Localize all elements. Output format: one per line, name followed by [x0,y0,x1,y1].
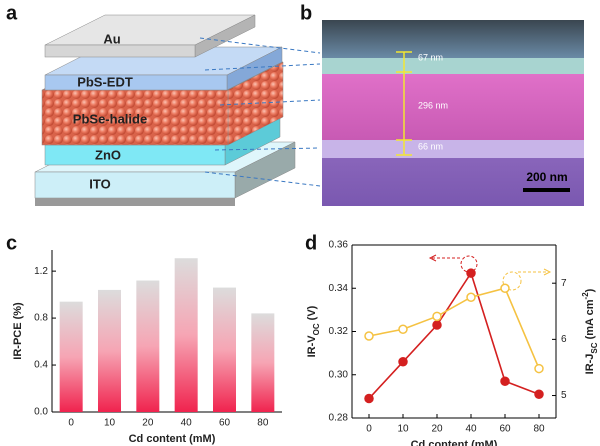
layer-front [44,144,226,166]
bar [251,313,275,412]
x-tick-label: 40 [465,424,477,435]
y2-tick-label: 6 [561,334,567,345]
series-point [432,311,442,322]
x-tick-label: 80 [533,424,545,435]
chart: 0.28 0.30 0.32 0.34 0.36 5 6 7 0 10 20 40 60 80 Cd con… [306,240,599,446]
panel-letter: b [300,2,312,24]
y-tick-label: 0.30 [329,369,349,380]
series-point [398,324,408,335]
x-tick-label: 20 [142,418,154,429]
panel-letter: a [6,2,18,24]
label-part: OC [312,323,321,335]
y-tick-label: 0.34 [329,283,349,294]
layer-front [44,74,228,91]
pbse-layer [322,74,584,140]
thickness-label: 296 nm [418,100,448,110]
series-point [466,292,476,302]
thickness-label: 66 nm [418,141,443,151]
sem-image: 67 nm 296 nm 66 nm 200 nm [322,20,584,206]
layer-front [41,89,229,146]
label-part: ) [584,288,596,292]
x-tick-label: 10 [104,418,116,429]
label-part: IR-J [584,354,596,375]
y-tick-label: 0.8 [34,313,48,324]
label-part: SC [590,342,599,353]
series-point [500,283,510,293]
top-layer [322,20,584,58]
panel-letter: d [305,232,317,254]
y-tick-label: 0.0 [34,407,48,418]
y-tick-label: 0.4 [34,360,48,371]
pbs-layer [322,58,584,74]
label-part: -2 [581,292,590,300]
layer-label: ZnO [95,147,121,162]
series-point [364,331,374,341]
x-tick-label: 40 [181,418,193,429]
x-tick-label: 0 [366,424,372,435]
y-axis-label: IR-PCE (%) [12,302,24,360]
x-tick-label: 20 [431,424,443,435]
series-point [466,268,476,278]
bar [213,287,236,412]
panel-letter: c [6,232,17,254]
series-point [534,389,544,399]
y2-tick-label: 7 [561,278,567,289]
x-tick-label: 80 [257,418,269,429]
y-tick-label: 0.36 [329,240,349,251]
chart: 0.0 0.4 0.8 1.2 0 10 20 40 60 80 Cd content (mM) IR… [12,250,282,445]
label-part: (V) [306,305,318,323]
layer-label: ITO [89,176,110,191]
series-line [368,271,540,400]
x-tick-label: 60 [499,424,511,435]
device-schematic: Au PbS-EDT PbSe-halide ZnO ITO [34,14,296,206]
y-tick-label: 1.2 [34,266,48,277]
connector-arrows [199,37,321,187]
series-point [364,393,374,404]
layer-label: PbSe-halide [73,111,147,126]
layer-front [34,171,236,199]
x-tick-label: 60 [219,418,231,429]
thickness-markers [396,51,412,156]
label-part: (mA cm [584,299,596,342]
bar [174,258,198,412]
layer-base [35,198,235,206]
layer-label: PbS-EDT [77,74,133,89]
label-part: IR-V [306,335,318,358]
series-point [432,320,442,330]
bar [98,289,121,412]
annotations [428,254,552,291]
x-axis-label: Cd content (mM) [129,433,216,445]
bar [136,280,160,412]
series-point [398,357,408,367]
series-line [368,287,540,369]
series-point [534,363,544,374]
x-tick-label: 0 [68,418,74,429]
series-point [500,376,510,386]
x-axis-label: Cd content (mM) [411,439,498,446]
y-axis-label: IR-VOC (V) [306,305,321,357]
layer-front [44,44,196,58]
y-tick-label: 0.32 [329,326,349,337]
y2-axis-label: IR-JSC (mA cm-2) [581,288,599,374]
y2-tick-label: 5 [561,390,567,401]
thickness-label: 67 nm [418,52,443,62]
zno-layer [322,140,584,158]
scale-label: 200 nm [526,170,567,184]
bar [59,301,83,412]
layer-label: Au [103,31,120,46]
y-tick-label: 0.28 [329,413,349,424]
x-tick-label: 10 [397,424,409,435]
